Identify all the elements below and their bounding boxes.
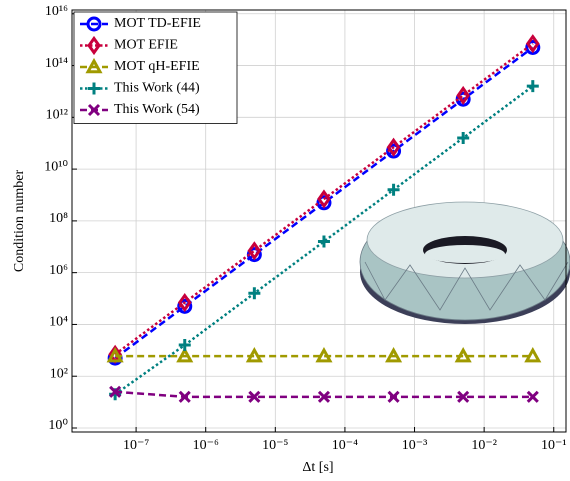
legend-label: This Work (44) — [114, 81, 200, 96]
marker — [88, 82, 100, 95]
marker — [524, 346, 542, 363]
marker — [525, 39, 541, 55]
marker — [456, 85, 471, 106]
marker — [176, 346, 194, 363]
legend-label: MOT EFIE — [114, 38, 178, 53]
marker — [457, 131, 470, 144]
marker — [387, 390, 400, 403]
marker — [248, 390, 261, 403]
x-tick-label: 10⁻³ — [402, 438, 428, 453]
marker — [248, 287, 261, 300]
marker — [317, 235, 330, 248]
y-axis-label: Condition number — [12, 170, 27, 273]
x-tick-label: 10⁻² — [471, 438, 497, 453]
y-tick-label: 10⁰ — [48, 418, 68, 433]
legend-box — [73, 11, 238, 124]
marker — [526, 80, 539, 93]
marker — [317, 189, 331, 209]
marker — [87, 35, 101, 56]
torus-illustration — [359, 201, 570, 324]
marker — [106, 346, 124, 363]
x-axis-label: Δt [s] — [302, 460, 333, 475]
plot-frame — [71, 9, 567, 433]
marker — [177, 292, 192, 313]
y-tick-label: 10¹⁶ — [45, 4, 68, 19]
x-tick-label: 10⁻⁶ — [193, 438, 219, 453]
y-tick-label: 10¹⁰ — [44, 159, 68, 174]
marker — [317, 390, 331, 403]
marker — [526, 390, 539, 403]
y-tick-label: 10¹⁴ — [45, 56, 68, 71]
marker — [86, 16, 102, 32]
marker — [315, 346, 333, 363]
marker — [387, 183, 400, 196]
marker — [178, 390, 191, 403]
y-tick-label: 10¹² — [46, 108, 68, 123]
series-line — [114, 42, 534, 356]
marker — [177, 298, 193, 314]
legend-label: MOT qH-EFIE — [114, 59, 200, 74]
legend-label: MOT TD-EFIE — [114, 16, 201, 31]
marker — [386, 137, 401, 157]
marker — [316, 195, 332, 211]
marker — [245, 346, 263, 363]
y-tick-label: 10² — [50, 366, 68, 381]
legend-label: This Work (54) — [114, 102, 200, 117]
marker — [85, 57, 103, 74]
x-tick-label: 10⁻⁷ — [123, 438, 149, 453]
marker — [386, 143, 402, 159]
marker — [87, 103, 101, 117]
marker — [457, 390, 470, 403]
x-tick-label: 10⁻⁴ — [332, 438, 358, 453]
marker — [109, 385, 122, 398]
marker — [385, 346, 403, 363]
y-tick-label: 10⁸ — [49, 211, 68, 226]
x-tick-label: 10⁻¹ — [541, 438, 567, 453]
x-tick-label: 10⁻⁵ — [262, 438, 288, 453]
series-line — [114, 46, 534, 360]
marker — [247, 241, 262, 261]
y-tick-label: 10⁶ — [49, 263, 68, 278]
marker — [454, 346, 472, 363]
marker — [178, 339, 191, 352]
marker — [525, 34, 540, 54]
y-tick-label: 10⁴ — [49, 315, 68, 330]
